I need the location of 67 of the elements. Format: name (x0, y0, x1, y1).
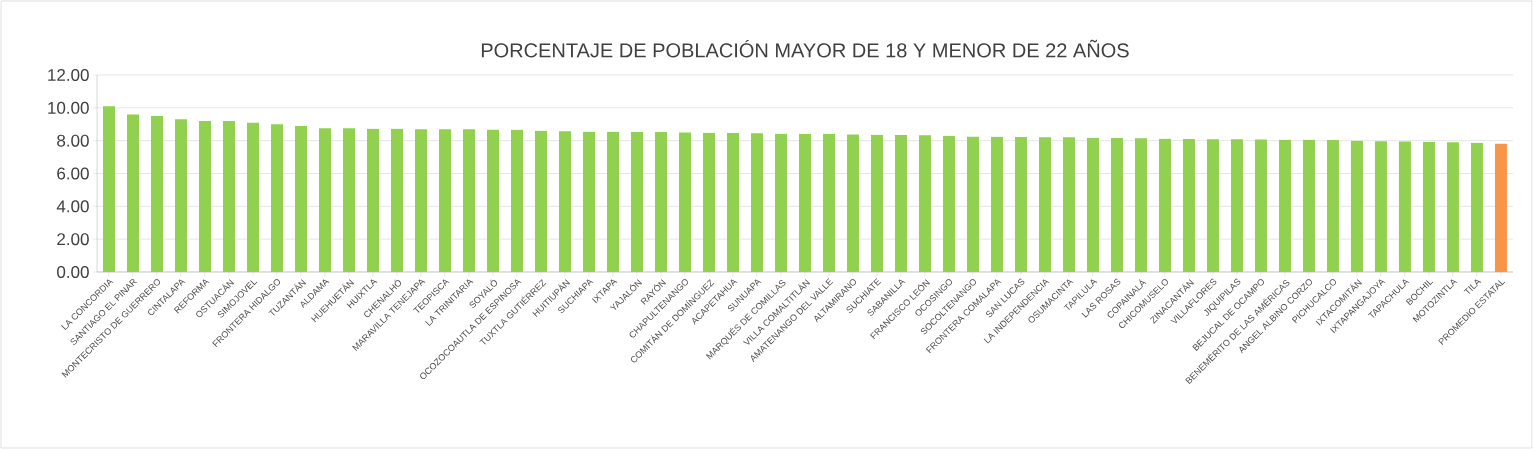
bar (1446, 142, 1459, 272)
bar (1350, 140, 1363, 272)
bar (702, 132, 715, 272)
bar (750, 133, 763, 272)
bar (894, 134, 907, 272)
bar (151, 116, 164, 272)
bar (1134, 138, 1147, 272)
bar (990, 136, 1003, 272)
bar (1014, 137, 1027, 272)
bar (654, 132, 667, 272)
bar (1254, 139, 1267, 272)
bar (175, 119, 188, 272)
bar (1470, 142, 1483, 272)
bar (726, 133, 739, 272)
bar (1374, 141, 1387, 272)
bar (918, 135, 931, 272)
bar (199, 120, 212, 272)
bar (295, 125, 308, 272)
bar (367, 128, 380, 272)
bar (774, 133, 787, 272)
bar (606, 131, 619, 272)
bar (558, 131, 571, 272)
bar (1230, 139, 1243, 272)
bar (1038, 137, 1051, 272)
y-tick-label: 8.00 (57, 134, 89, 147)
bar (247, 122, 260, 272)
bar (870, 134, 883, 272)
bar (463, 129, 475, 272)
bar (223, 120, 236, 272)
bar (1398, 141, 1411, 272)
y-tick-label: 0.00 (57, 265, 89, 279)
bar (103, 106, 116, 272)
bar (1086, 137, 1099, 272)
bar (1206, 139, 1219, 272)
y-tick-label: 2.00 (57, 233, 89, 246)
bar (798, 133, 811, 272)
y-tick-label: 6.00 (57, 167, 89, 180)
bar (822, 134, 835, 272)
bar (966, 136, 979, 272)
bar (127, 114, 140, 272)
bar (1326, 140, 1339, 272)
y-tick-label: 12.00 (48, 68, 89, 82)
bar (1158, 138, 1171, 272)
bar (1182, 139, 1195, 272)
bar (1110, 138, 1123, 272)
bar (846, 134, 859, 272)
bar (511, 129, 523, 272)
bar (343, 128, 356, 272)
bar (942, 135, 955, 272)
bar (678, 132, 691, 272)
bar (1278, 139, 1291, 272)
bar (1422, 141, 1435, 272)
y-tick-label: 10.00 (48, 101, 89, 114)
y-tick-label: 4.00 (56, 200, 89, 213)
chart-title: PORCENTAJE DE POBLACIÓN MAYOR DE 18 Y MENOR DE 22 AÑOS (481, 39, 1129, 58)
bar (630, 131, 643, 272)
bar (1494, 143, 1507, 272)
bar (439, 129, 451, 272)
bar (319, 128, 332, 272)
bar (391, 128, 404, 272)
bar (1302, 139, 1315, 272)
bar (535, 130, 547, 272)
bar (582, 131, 595, 272)
bar (487, 129, 499, 272)
bar (271, 124, 284, 272)
bar (415, 129, 427, 272)
bar (1062, 137, 1075, 272)
